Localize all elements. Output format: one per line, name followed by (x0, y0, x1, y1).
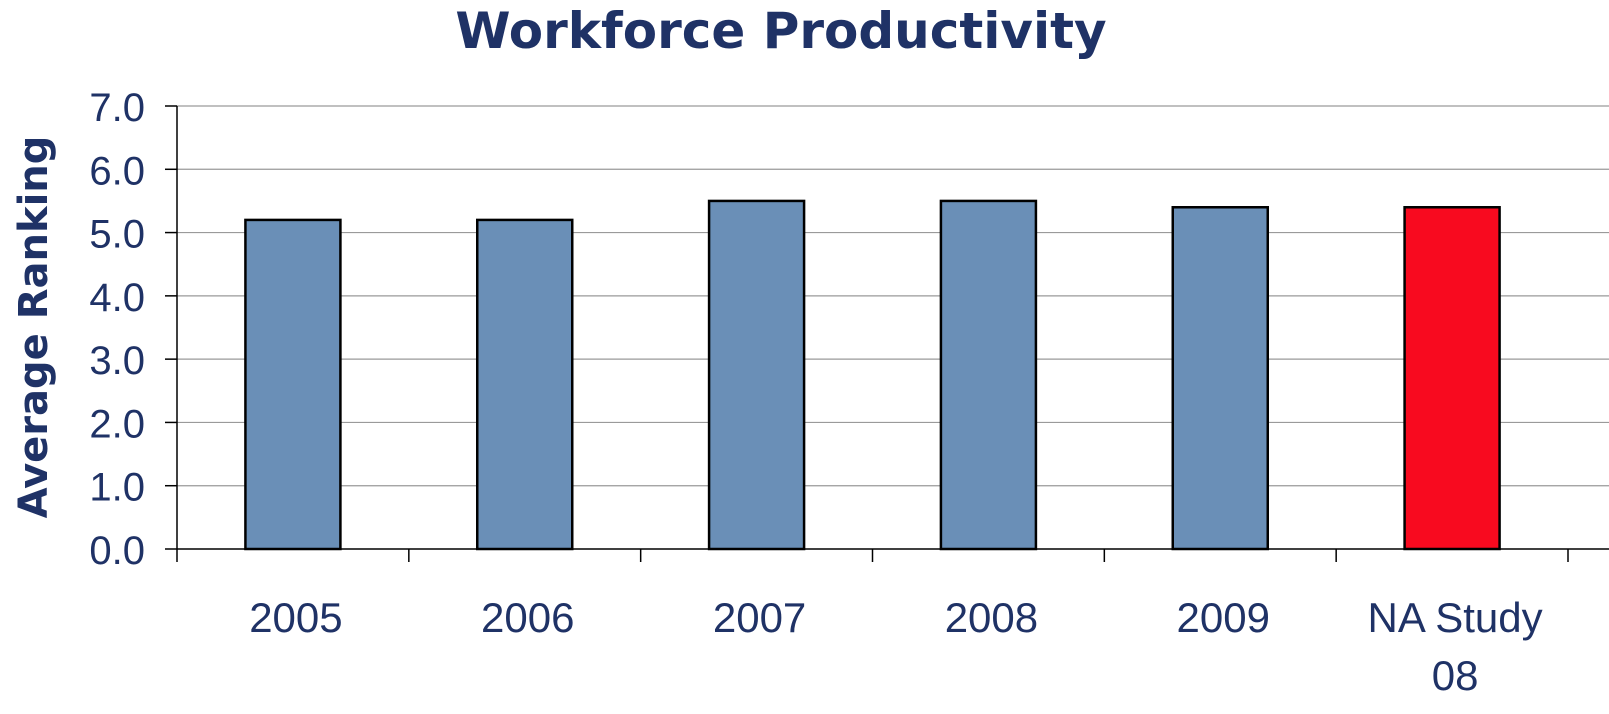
bar-2005 (244, 218, 342, 551)
bar-2006 (476, 218, 574, 551)
x-tick-label: 2008 (945, 594, 1038, 641)
y-tick-label: 2.0 (89, 402, 145, 446)
x-tick-labels: 2005 2006 2007 2008 2009 NA Study 08 (249, 594, 1542, 699)
y-tick-label: 4.0 (89, 276, 145, 320)
x-tick-label: 2007 (713, 594, 806, 641)
bar-na-study-08 (1403, 206, 1501, 551)
x-tick-label: 2006 (481, 594, 574, 641)
y-tick-label: 1.0 (89, 466, 145, 510)
bars (244, 199, 1501, 551)
y-tick-labels: 0.0 1.0 2.0 3.0 4.0 5.0 6.0 7.0 (89, 86, 145, 573)
chart-title: Workforce Productivity (455, 2, 1106, 60)
axes (165, 105, 1609, 562)
y-tick-label: 5.0 (89, 213, 145, 257)
bar-2007 (707, 199, 806, 551)
bar-2008 (939, 199, 1038, 551)
x-tick-label: 2009 (1177, 594, 1270, 641)
x-tick-label: NA Study 08 (1368, 594, 1543, 699)
x-tick-label: 2005 (249, 594, 342, 641)
y-tick-label: 0.0 (89, 529, 145, 573)
y-tick-label: 7.0 (89, 86, 145, 130)
y-tick-label: 3.0 (89, 339, 145, 383)
gridlines (177, 105, 1609, 487)
bar-2009 (1171, 206, 1269, 551)
y-axis-label: Average Ranking (11, 136, 57, 519)
y-tick-label: 6.0 (89, 149, 145, 193)
